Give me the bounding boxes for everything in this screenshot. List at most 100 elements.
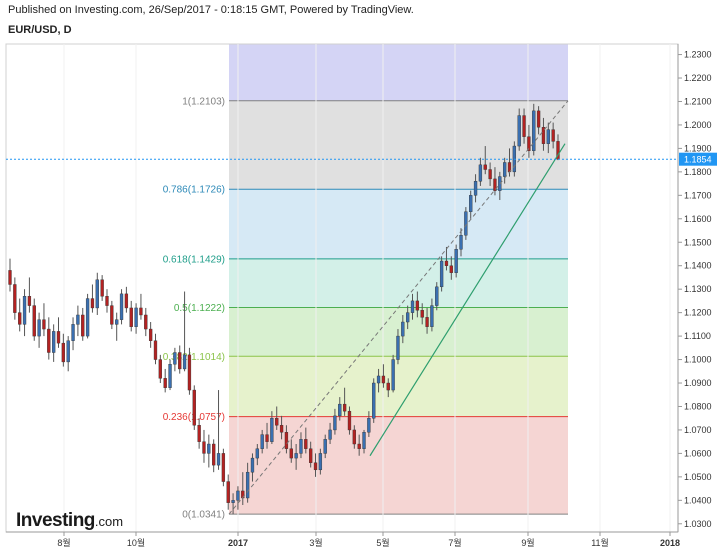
candle-body (51, 331, 56, 353)
fib-zone-0.382 (229, 356, 568, 417)
candle-body (226, 481, 230, 503)
fib-diagonal (228, 100, 569, 515)
candle (386, 378, 390, 398)
candle-body (265, 434, 269, 442)
candle-body (168, 364, 172, 388)
candle-body (483, 164, 487, 170)
candle (236, 486, 240, 510)
candle-body (410, 300, 415, 313)
candle (47, 317, 51, 360)
y-tick-label: 1.1000 (684, 355, 712, 365)
x-tick-label: 2017 (228, 538, 248, 548)
x-tick-label: 10월 (127, 537, 145, 548)
candle (449, 256, 453, 280)
fib-label-0.5: 0.5(1.1222) (174, 303, 225, 314)
candle-body (197, 425, 201, 442)
candle (255, 444, 259, 466)
candle-body (338, 403, 342, 417)
candle-body (105, 296, 109, 306)
candle-body (478, 164, 483, 182)
candle (406, 305, 410, 330)
candle-body (212, 443, 216, 466)
candle (129, 300, 133, 332)
candle-body (284, 432, 289, 449)
candle (357, 434, 361, 456)
candle (245, 462, 250, 503)
candle (115, 312, 119, 341)
y-tick-label: 1.2300 (684, 50, 712, 60)
candle (56, 317, 61, 348)
candle (435, 282, 439, 311)
candle (163, 368, 167, 393)
candle (328, 422, 332, 445)
candle (493, 167, 497, 196)
candle-body (367, 418, 371, 433)
candle-body (435, 286, 439, 306)
candle (22, 289, 27, 337)
candle (503, 157, 507, 184)
candle-body (110, 305, 114, 325)
candle (333, 408, 337, 435)
candle (148, 322, 153, 348)
current-price-label: 1.1854 (684, 155, 712, 165)
y-tick-label: 1.0900 (684, 378, 712, 388)
candle (309, 441, 313, 468)
candle (517, 108, 521, 151)
candle (527, 124, 531, 158)
candle (488, 162, 492, 186)
candle-body (464, 211, 468, 236)
candle-body (71, 324, 75, 341)
x-tick-label: 9월 (521, 537, 534, 548)
candle-body (454, 249, 458, 273)
candle-body (18, 312, 22, 325)
candle (231, 493, 235, 515)
candle-body (124, 293, 129, 309)
fib-extension-zone (229, 44, 568, 101)
candle (367, 411, 371, 437)
candle-body (115, 319, 119, 325)
candle (376, 368, 381, 393)
candle-body (178, 352, 182, 370)
fib-zone-0.618 (229, 258, 568, 308)
candle (338, 397, 342, 421)
candle-body (503, 162, 507, 177)
candle-body (313, 462, 318, 471)
candle-body (372, 382, 376, 419)
candle-body (22, 296, 27, 325)
fib-zone-1 (229, 100, 568, 190)
x-tick-label: 3월 (309, 537, 322, 548)
candle (347, 406, 352, 435)
candle (410, 293, 415, 320)
candle-body (289, 448, 293, 459)
candle-body (260, 434, 264, 449)
y-tick-label: 1.1400 (684, 261, 712, 271)
candle-body (309, 448, 313, 463)
publish-header: Published on Investing.com, 26/Sep/2017 … (8, 4, 414, 16)
y-tick-label: 1.1700 (684, 190, 712, 200)
candlesticks (8, 103, 560, 515)
candle (294, 444, 298, 470)
candle-body (144, 314, 148, 330)
candle-body (386, 382, 390, 391)
symbol-label: EUR/USD, D (8, 24, 72, 36)
candle (197, 418, 201, 449)
candle (207, 434, 211, 468)
y-tick-label: 1.1300 (684, 284, 712, 294)
candle (76, 305, 80, 337)
candle (212, 439, 216, 473)
candle (202, 429, 206, 463)
candle-body (294, 453, 298, 459)
candle (144, 307, 148, 337)
candle (250, 453, 255, 482)
candle-body (182, 354, 187, 370)
candle (85, 293, 90, 339)
candle (415, 291, 420, 318)
candle (265, 422, 269, 449)
candle (304, 427, 308, 454)
candle-body (95, 279, 99, 309)
fib-label-1: 1(1.2103) (182, 96, 225, 107)
candle-body (47, 328, 51, 353)
y-tick-label: 1.1200 (684, 308, 712, 318)
candle (27, 277, 32, 313)
